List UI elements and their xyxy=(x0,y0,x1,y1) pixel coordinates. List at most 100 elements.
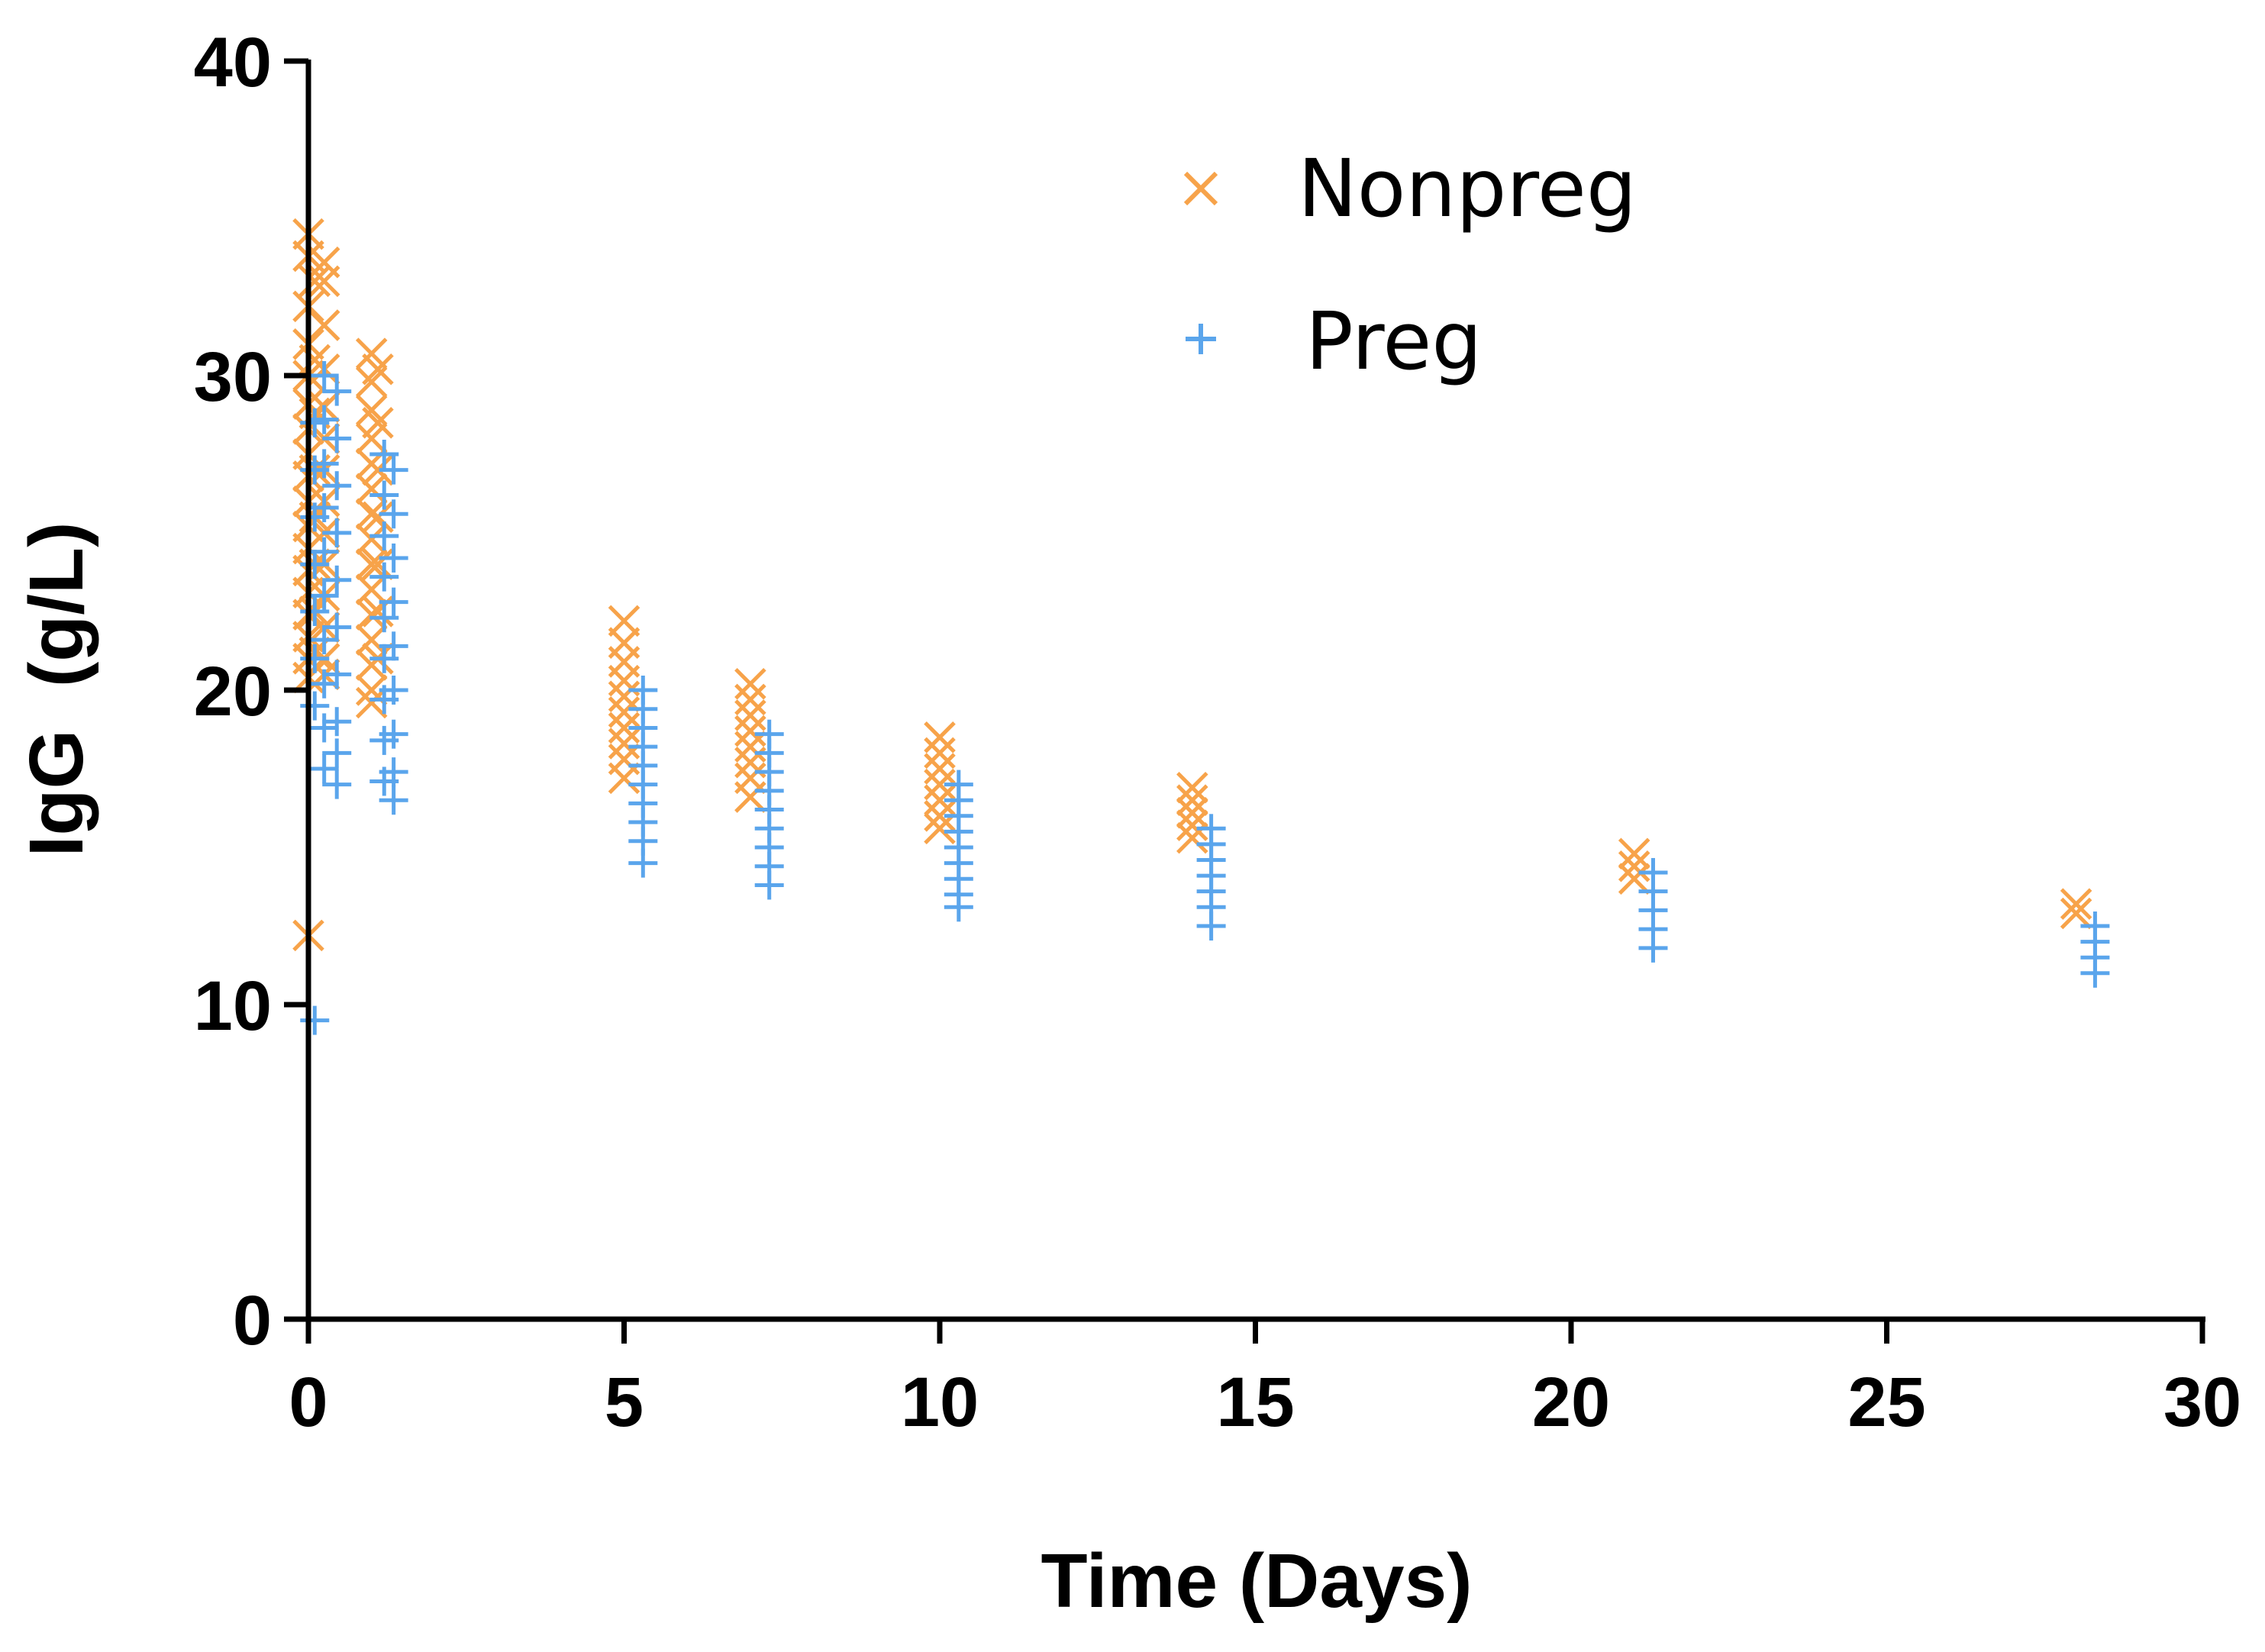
preg-point xyxy=(379,631,408,661)
x-marker-icon xyxy=(1183,171,1218,206)
preg-point xyxy=(322,612,352,642)
x-tick-label: 5 xyxy=(605,1363,644,1441)
nonpreg-point xyxy=(362,353,394,386)
preg-point xyxy=(322,471,352,501)
nonpreg-point xyxy=(734,683,766,716)
preg-point xyxy=(322,770,352,799)
preg-point xyxy=(2080,958,2110,988)
preg-point xyxy=(309,754,339,783)
legend: Nonpreg Preg xyxy=(1183,142,1637,388)
nonpreg-point xyxy=(355,548,388,580)
preg-point xyxy=(309,361,339,390)
y-axis-title: IgG (g/L) xyxy=(14,522,99,857)
series-nonpreg xyxy=(292,218,2092,952)
nonpreg-point xyxy=(355,686,388,719)
preg-point xyxy=(309,537,339,566)
nonpreg-point xyxy=(355,498,388,531)
nonpreg-point xyxy=(1618,850,1650,882)
nonpreg-point xyxy=(355,624,388,656)
plus-marker-icon xyxy=(1186,324,1216,354)
nonpreg-point xyxy=(734,699,766,731)
x-tick-label: 10 xyxy=(901,1363,979,1441)
y-tick-label: 30 xyxy=(194,338,272,416)
nonpreg-point xyxy=(355,599,388,631)
preg-point xyxy=(309,449,339,479)
nonpreg-point xyxy=(355,337,388,369)
preg-point xyxy=(322,738,352,768)
nonpreg-point xyxy=(355,473,388,505)
legend-label-nonpreg: Nonpreg xyxy=(1298,142,1637,235)
nonpreg-point xyxy=(298,265,331,298)
preg-point xyxy=(309,493,339,523)
legend-item-preg: Preg xyxy=(1186,295,1482,388)
preg-point xyxy=(322,424,352,453)
preg-point xyxy=(379,455,408,485)
preg-point xyxy=(322,660,352,689)
preg-point xyxy=(379,757,408,787)
nonpreg-point xyxy=(608,696,640,728)
preg-point xyxy=(322,565,352,595)
preg-point xyxy=(379,719,408,749)
nonpreg-point xyxy=(308,309,340,341)
preg-point xyxy=(309,625,339,655)
preg-point xyxy=(379,543,408,573)
nonpreg-point xyxy=(734,731,766,763)
preg-point xyxy=(309,405,339,434)
nonpreg-point xyxy=(924,721,956,753)
nonpreg-point xyxy=(1176,796,1208,829)
nonpreg-point xyxy=(362,548,394,580)
nonpreg-point xyxy=(734,667,766,700)
preg-point xyxy=(309,581,339,611)
x-tick-label: 0 xyxy=(289,1363,327,1441)
nonpreg-point xyxy=(1176,784,1208,816)
preg-point xyxy=(369,562,399,592)
legend-item-nonpreg: Nonpreg xyxy=(1183,142,1637,235)
preg-point xyxy=(1196,912,1226,941)
nonpreg-point xyxy=(608,762,640,795)
preg-point xyxy=(379,499,408,529)
preg-point xyxy=(322,518,352,547)
preg-point xyxy=(379,676,408,705)
preg-point xyxy=(369,440,399,469)
tick-layer: 0 5 10 15 20 25 30 0 10 20 30 40 xyxy=(194,24,2242,1441)
nonpreg-point xyxy=(608,711,640,744)
x-tick-label: 15 xyxy=(1216,1363,1294,1441)
nonpreg-point xyxy=(734,715,766,747)
preg-point xyxy=(379,587,408,617)
nonpreg-point xyxy=(362,501,394,534)
preg-point xyxy=(322,376,352,406)
preg-point xyxy=(309,713,339,743)
preg-point xyxy=(628,848,658,878)
preg-point xyxy=(300,691,330,721)
preg-point xyxy=(369,521,399,551)
nonpreg-point xyxy=(355,573,388,605)
nonpreg-point xyxy=(608,680,640,713)
nonpreg-point xyxy=(608,728,640,760)
x-axis-title: Time (Days) xyxy=(1041,1538,1472,1624)
y-tick-label: 20 xyxy=(194,653,272,731)
nonpreg-point xyxy=(308,265,340,298)
preg-point xyxy=(1638,933,1668,963)
nonpreg-point xyxy=(924,800,956,832)
nonpreg-point xyxy=(2060,888,2092,920)
nonpreg-point xyxy=(1618,837,1650,870)
nonpreg-point xyxy=(362,453,394,486)
y-tick-label: 10 xyxy=(194,967,272,1045)
preg-point xyxy=(300,644,330,673)
x-tick-label: 30 xyxy=(2163,1363,2241,1441)
y-tick-label: 0 xyxy=(233,1282,272,1360)
preg-point xyxy=(322,707,352,737)
nonpreg-point xyxy=(1176,809,1208,841)
y-tick-label: 40 xyxy=(194,24,272,102)
x-tick-label: 20 xyxy=(1532,1363,1610,1441)
nonpreg-point xyxy=(1176,771,1208,804)
nonpreg-point xyxy=(734,781,766,813)
nonpreg-point xyxy=(924,737,956,770)
preg-point xyxy=(379,786,408,815)
nonpreg-point xyxy=(1618,863,1650,895)
nonpreg-point xyxy=(924,768,956,801)
nonpreg-point xyxy=(924,812,956,845)
nonpreg-point xyxy=(362,407,394,439)
nonpreg-point xyxy=(355,422,388,455)
